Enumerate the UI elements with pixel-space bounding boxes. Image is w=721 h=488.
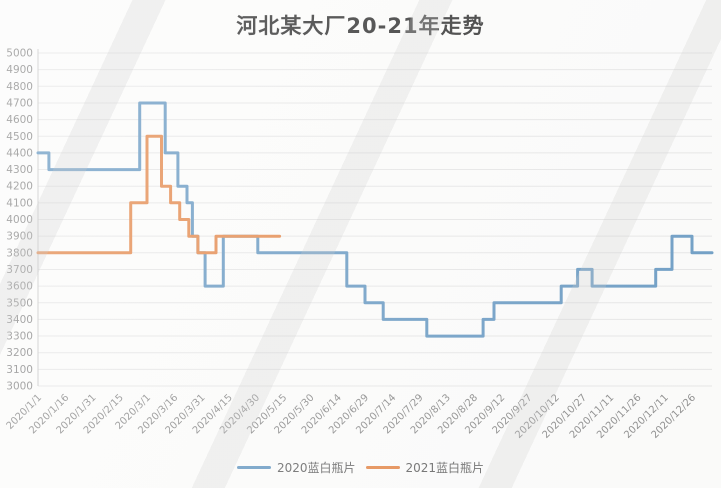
y-axis-label: 4200	[6, 181, 33, 193]
chart-legend: 2020蓝白瓶片 2021蓝白瓶片	[0, 459, 721, 476]
y-axis-label: 3100	[6, 364, 33, 376]
series-line-0	[36, 101, 714, 338]
y-axis-label: 3200	[6, 347, 33, 359]
y-axis-label: 5000	[6, 48, 33, 60]
y-axis-label: 3700	[6, 264, 33, 276]
legend-swatch-2021	[365, 466, 400, 469]
y-axis-label: 4700	[6, 97, 33, 109]
y-axis-label: 4500	[6, 131, 33, 143]
legend-label-2020: 2020蓝白瓶片	[276, 461, 356, 475]
chart-title: 河北某大厂20-21年走势	[236, 14, 485, 38]
y-axis-label: 4300	[6, 164, 33, 176]
y-axis-label: 3600	[6, 281, 33, 293]
y-axis-label: 3900	[6, 231, 33, 243]
y-axis-label: 4900	[6, 64, 33, 76]
legend-item-2020: 2020蓝白瓶片	[236, 459, 356, 476]
y-axis-label: 3500	[6, 297, 33, 309]
legend-swatch-2020	[236, 466, 271, 469]
y-axis-label: 4400	[6, 147, 33, 159]
y-axis-label: 3000	[6, 381, 33, 393]
y-axis-label: 4800	[6, 81, 33, 93]
y-axis-label: 4600	[6, 114, 33, 126]
legend-label-2021: 2021蓝白瓶片	[405, 461, 485, 475]
y-axis-label: 3300	[6, 331, 33, 343]
y-axis-label: 4100	[6, 197, 33, 209]
series-line-1	[36, 134, 282, 255]
y-axis-label: 3800	[6, 247, 33, 259]
y-axis-label: 3400	[6, 314, 33, 326]
y-axis-label: 4000	[6, 214, 33, 226]
legend-item-2021: 2021蓝白瓶片	[365, 459, 485, 476]
